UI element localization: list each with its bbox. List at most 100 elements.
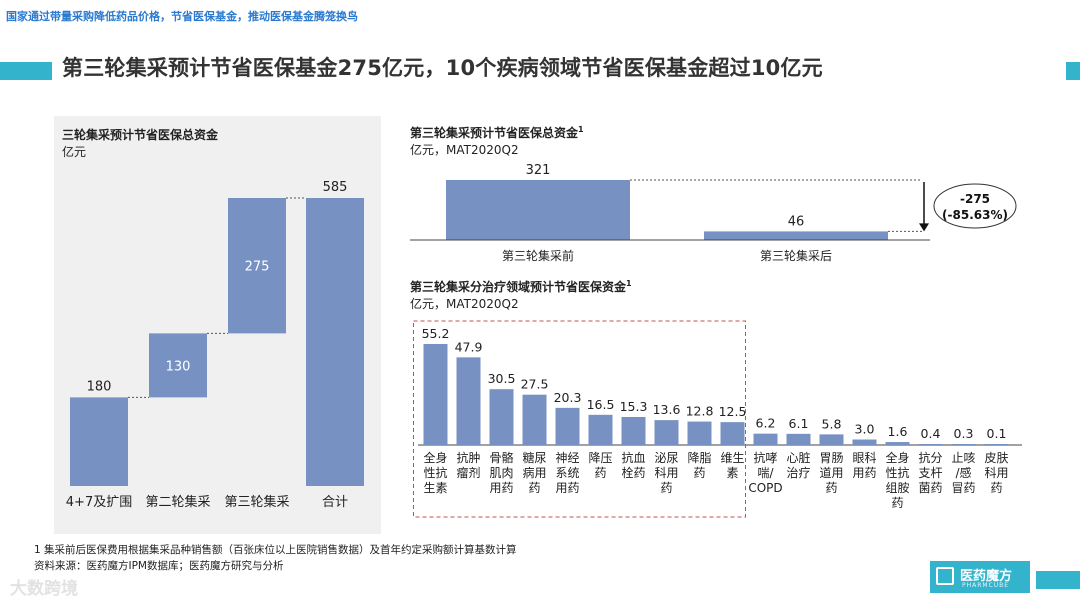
- area-bar: [555, 407, 580, 445]
- area-category-line: 药: [825, 481, 837, 495]
- area-category-line: 胃肠: [819, 451, 843, 465]
- area-category-line: 瘤剂: [456, 465, 480, 480]
- area-category-line: 糖尿: [522, 450, 546, 465]
- area-category-line: 全身: [885, 450, 909, 465]
- area-category-label: 降压药: [588, 451, 612, 480]
- area-bar: [885, 442, 910, 445]
- area-category-label: 神经系统用药: [555, 451, 579, 495]
- area-category-label: 眼科用药: [852, 451, 876, 480]
- compare-title-sup: 1: [578, 125, 584, 134]
- waterfall-unit: 亿元: [62, 145, 87, 159]
- area-bar: [588, 414, 613, 445]
- area-category-line: 药: [693, 466, 705, 480]
- area-value-label: 5.8: [822, 416, 842, 431]
- area-category-line: 用药: [555, 481, 579, 495]
- area-category-line: 性抗: [423, 465, 447, 480]
- area-category-line: 药: [891, 496, 903, 510]
- area-bar: [852, 439, 877, 445]
- area-title-text: 第三轮集采分治疗领域预计节省医保资金: [410, 280, 627, 294]
- brand-logo: 医药魔方 PHARMCUBE: [930, 561, 1030, 593]
- area-value-label: 15.3: [620, 399, 648, 414]
- compare-title-text: 第三轮集采预计节省医保总资金: [410, 126, 579, 140]
- area-bar: [753, 433, 778, 445]
- area-category-line: 治疗: [786, 466, 810, 480]
- cube-icon: [936, 567, 954, 585]
- area-bar: [786, 433, 811, 445]
- area-category-line: 支杆: [918, 466, 942, 480]
- area-category-line: 喘/: [757, 466, 774, 480]
- area-value-label: 1.6: [888, 424, 908, 439]
- area-bar: [720, 422, 745, 445]
- area-category-line: 抗分: [918, 450, 942, 465]
- area-category-line: 心脏: [786, 450, 810, 465]
- compare-value-label: 321: [526, 163, 551, 178]
- area-value-label: 47.9: [455, 339, 483, 354]
- area-category-line: 药: [990, 481, 1002, 495]
- area-category-label: 止咳/感冒药: [951, 451, 975, 495]
- area-bar: [687, 421, 712, 445]
- area-value-label: 30.5: [488, 371, 516, 386]
- area-category-label: 骨骼肌肉用药: [489, 450, 513, 495]
- area-bar: [951, 444, 976, 445]
- area-category-line: 降压: [588, 451, 612, 465]
- watermark: 大数跨境: [10, 579, 78, 599]
- area-bar: [984, 444, 1009, 445]
- area-bar: [621, 417, 646, 445]
- waterfall-value-label: 275: [245, 260, 270, 275]
- waterfall-value-label: 585: [323, 180, 348, 195]
- waterfall-category-label: 4+7及扩围: [66, 495, 132, 510]
- area-bar: [819, 434, 844, 445]
- waterfall-category-label: 第三轮集采: [224, 494, 289, 510]
- compare-bar: [446, 180, 630, 240]
- brand-name: 医药魔方: [960, 569, 1013, 584]
- area-category-line: 药: [528, 481, 540, 495]
- area-category-line: 泌尿: [654, 451, 678, 465]
- area-bar: [423, 344, 448, 445]
- area-category-label: 抗肿瘤剂: [456, 450, 480, 480]
- compare-bar: [704, 231, 888, 240]
- waterfall-bar: [306, 198, 364, 486]
- area-value-label: 55.2: [422, 326, 450, 341]
- area-value-label: 27.5: [521, 377, 549, 392]
- area-category-line: 栓药: [621, 465, 645, 480]
- area-category-label: 全身性抗生素: [423, 450, 447, 495]
- area-category-line: 药: [594, 466, 606, 480]
- area-category-line: 抗哮: [753, 450, 777, 465]
- compare-title: 第三轮集采预计节省医保总资金1: [410, 124, 584, 141]
- compare-delta-value: -275: [960, 192, 990, 206]
- area-category-label: 胃肠道用药: [819, 451, 843, 495]
- area-bar: [456, 357, 481, 445]
- area-category-label: 心脏治疗: [786, 450, 810, 480]
- area-value-label: 0.3: [954, 426, 974, 441]
- area-category-line: 素: [726, 466, 738, 480]
- footnote-source: 资料来源：医药魔方IPM数据库；医药魔方研究与分析: [34, 560, 284, 572]
- compare-arrow-head: [919, 223, 929, 232]
- title-accent-bar-right: [1066, 62, 1080, 80]
- area-category-line: 组胺: [885, 481, 909, 495]
- area-category-line: 科用: [984, 466, 1008, 480]
- area-category-line: 用药: [852, 466, 876, 480]
- area-category-line: 神经: [555, 451, 579, 465]
- brand-accent-bar: [1036, 571, 1080, 589]
- compare-delta-percent: (-85.63%): [942, 208, 1008, 222]
- area-category-line: 骨骼: [489, 450, 513, 465]
- waterfall-bar: [70, 397, 128, 486]
- waterfall-bar: [149, 333, 207, 398]
- area-highlight-box: [413, 320, 746, 518]
- compare-unit: 亿元，MAT2020Q2: [410, 143, 519, 157]
- area-bar: [522, 394, 547, 445]
- area-category-line: 道用: [819, 466, 843, 480]
- page-title: 第三轮集采预计节省医保基金275亿元，10个疾病领域节省医保基金超过10亿元: [62, 56, 823, 80]
- area-title-sup: 1: [626, 279, 632, 288]
- area-unit: 亿元，MAT2020Q2: [410, 297, 519, 311]
- area-category-label: 全身性抗组胺药: [885, 450, 909, 510]
- compare-category-label: 第三轮集采前: [502, 248, 574, 263]
- area-category-label: 泌尿科用药: [654, 451, 678, 495]
- area-category-line: 性抗: [885, 465, 909, 480]
- area-category-line: 生素: [423, 481, 447, 495]
- area-value-label: 0.1: [987, 426, 1007, 441]
- top-banner-text: 国家通过带量采购降低药品价格，节省医保基金，推动医保基金腾笼换鸟: [6, 10, 358, 23]
- waterfall-category-label: 合计: [322, 495, 348, 510]
